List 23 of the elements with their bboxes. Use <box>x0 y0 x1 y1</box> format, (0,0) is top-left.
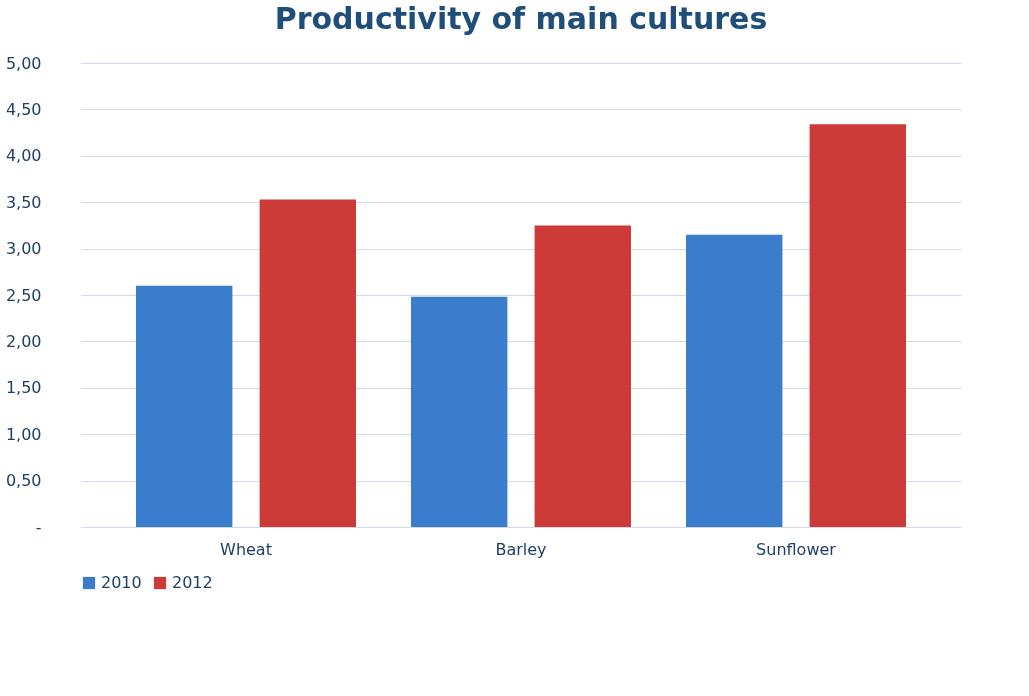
y-tick-label: 4,50 <box>5 99 42 119</box>
x-tick-label: Sunflower <box>756 539 837 559</box>
y-tick-label: 3,50 <box>5 192 42 212</box>
bar <box>259 199 356 527</box>
chart-title: Productivity of main cultures <box>274 1 768 36</box>
y-tick-label: 2,50 <box>5 285 42 305</box>
x-tick-label: Barley <box>495 539 547 559</box>
bar <box>686 234 783 527</box>
legend-label: 2010 <box>101 573 142 592</box>
y-tick-label: 0,50 <box>5 471 42 491</box>
legend-label: 2012 <box>172 573 213 592</box>
bar <box>534 225 631 527</box>
bar <box>136 285 233 527</box>
y-tick-label: - <box>35 517 42 537</box>
y-tick-label: 4,00 <box>5 146 42 166</box>
y-tick-label: 1,50 <box>5 378 42 398</box>
x-tick-label: Wheat <box>220 539 272 559</box>
bar <box>809 124 906 527</box>
y-tick-label: 3,00 <box>5 239 42 259</box>
y-tick-label: 1,00 <box>5 424 42 444</box>
y-tick-label: 5,00 <box>5 53 42 73</box>
y-tick-label: 2,00 <box>5 331 42 351</box>
bar <box>411 296 508 527</box>
